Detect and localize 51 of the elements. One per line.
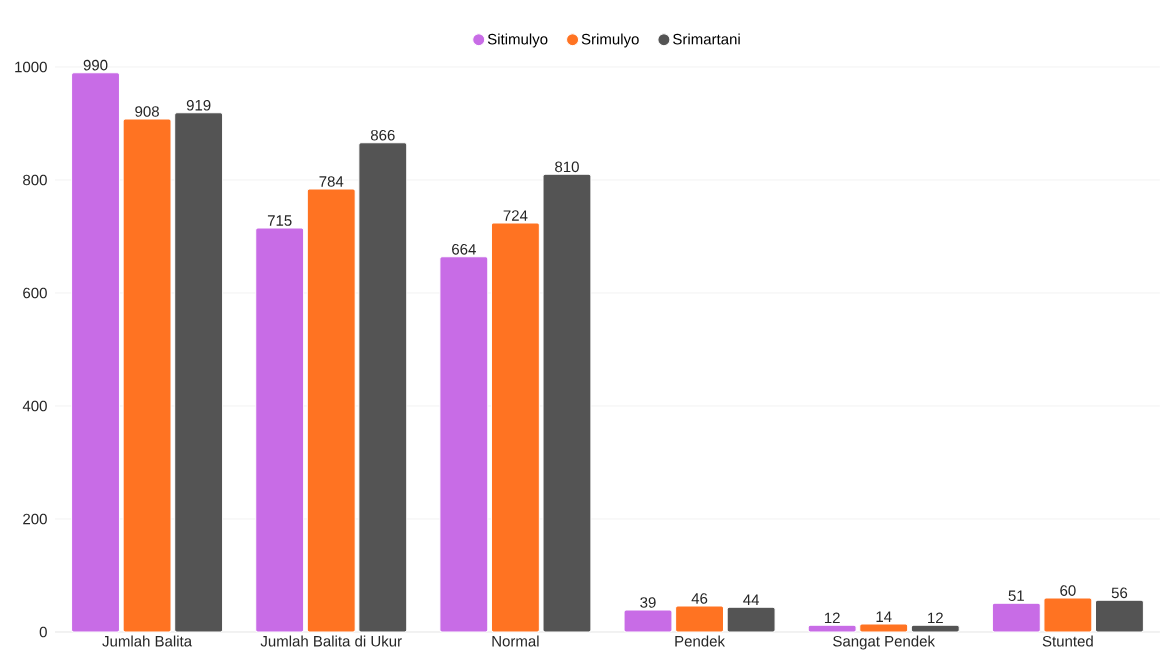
bar xyxy=(726,606,776,633)
data-label: 724 xyxy=(503,210,528,221)
y-tick-label: 800 xyxy=(23,174,47,186)
data-label: 12 xyxy=(928,612,943,624)
y-tick-label: 400 xyxy=(22,400,47,412)
data-label: 990 xyxy=(83,59,108,71)
bar xyxy=(439,256,489,633)
bar xyxy=(675,605,724,633)
y-tick-label: 0 xyxy=(39,626,47,638)
data-label: 51 xyxy=(1008,590,1024,601)
data-label: 12 xyxy=(824,612,840,624)
x-tick-label: Stunted xyxy=(1042,635,1093,647)
bar xyxy=(807,624,857,633)
data-label: 919 xyxy=(186,99,211,111)
bar xyxy=(991,602,1041,633)
bar xyxy=(910,624,960,633)
data-label: 14 xyxy=(876,611,892,622)
data-label: 664 xyxy=(452,244,476,255)
data-label: 784 xyxy=(319,176,344,187)
bar xyxy=(306,188,356,633)
x-tick-label: Sangat Pendek xyxy=(833,635,935,650)
data-label: 908 xyxy=(135,106,159,117)
data-label: 46 xyxy=(691,593,708,604)
bar xyxy=(122,118,172,633)
data-label: 60 xyxy=(1060,585,1076,596)
x-tick-label: Jumlah Balita di Ukur xyxy=(260,635,402,647)
x-tick-label: Normal xyxy=(492,635,539,647)
bar xyxy=(174,112,224,633)
y-tick-label: 1000 xyxy=(15,61,47,73)
bar xyxy=(490,222,540,633)
bar xyxy=(358,142,408,633)
bar xyxy=(71,72,120,633)
data-label: 715 xyxy=(267,215,292,226)
y-tick-label: 600 xyxy=(23,287,47,299)
x-tick-label: Pendek xyxy=(675,635,725,647)
y-tick-label: 200 xyxy=(23,513,47,525)
bar xyxy=(542,173,592,633)
legend-label: Srimulyo xyxy=(581,33,639,48)
data-label: 810 xyxy=(555,161,579,173)
bar xyxy=(859,623,909,633)
data-label: 866 xyxy=(370,129,395,141)
bar xyxy=(623,609,673,633)
bar xyxy=(1043,597,1093,633)
data-label: 39 xyxy=(640,597,656,608)
bar xyxy=(255,227,305,633)
bar xyxy=(1095,599,1144,633)
legend-label: Srimartani xyxy=(673,33,740,45)
x-tick-label: Jumlah Balita xyxy=(102,635,193,647)
data-label: 56 xyxy=(1111,587,1128,599)
data-label: 44 xyxy=(743,594,760,605)
legend-label: Sitimulyo xyxy=(487,33,548,48)
